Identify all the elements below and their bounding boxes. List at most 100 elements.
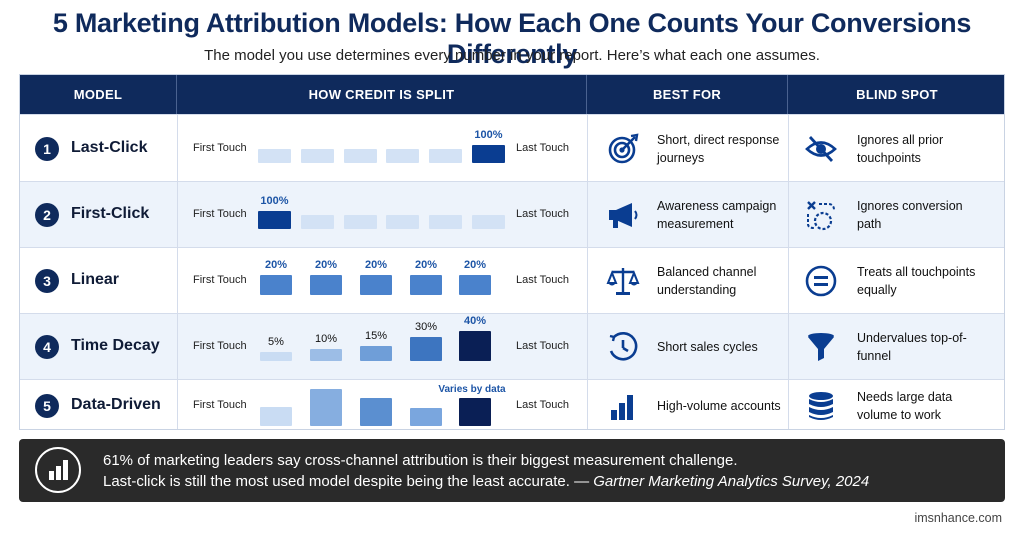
last-touch-label: Last Touch (516, 208, 570, 220)
table-header: MODEL HOW CREDIT IS SPLIT BEST FOR BLIND… (20, 75, 1004, 114)
credit-label: 20% (463, 259, 487, 271)
scale-icon (606, 264, 640, 298)
best-for-text: Short, direct response journeys (657, 132, 780, 165)
blind-spot-text: Needs large data volume to work (857, 390, 953, 422)
model-name: Time Decay (71, 337, 160, 354)
credit-label: 100% (474, 128, 503, 141)
header-model: MODEL (20, 75, 177, 114)
best-for-text: Awareness campaign measurement (657, 199, 777, 231)
eye-slash-icon (804, 132, 838, 166)
last-touch-label: Last Touch (516, 340, 570, 352)
model-number-badge: 1 (35, 136, 59, 161)
megaphone-icon (606, 198, 640, 232)
credit-bar (360, 346, 392, 361)
first-touch-label: First Touch (193, 141, 247, 154)
credit-bar (301, 148, 334, 163)
credit-label: 20% (314, 259, 338, 271)
credit-bar (459, 275, 491, 295)
funnel-icon (804, 330, 838, 364)
credit-bar (459, 331, 491, 361)
credit-label: 100% (260, 195, 289, 207)
first-touch-label: First Touch (193, 340, 247, 352)
credit-label: 30% (414, 321, 438, 333)
credit-bar (260, 406, 292, 426)
model-name: Last-Click (71, 138, 148, 156)
credit-bar (410, 337, 442, 361)
header-credit-split: HOW CREDIT IS SPLIT (177, 75, 587, 114)
credit-bar (429, 148, 462, 163)
model-number-badge: 5 (35, 394, 59, 418)
credit-bar (260, 275, 292, 295)
equals-icon (804, 264, 838, 298)
first-touch-label: First Touch (193, 208, 247, 220)
column-divider (587, 114, 588, 429)
credit-bar (429, 215, 462, 229)
credit-bar (310, 275, 342, 295)
credit-bar (344, 215, 377, 229)
model-name: Linear (71, 271, 120, 288)
first-touch-label: First Touch (193, 274, 247, 286)
table-row: 5 Data-Driven First Touch Last Touch Varies … (20, 379, 1004, 429)
credit-bar (410, 408, 442, 426)
table-row: 3 Linear First Touch Last Touch 20% 20% 20% 20%… (20, 247, 1004, 313)
blind-spot-text: Ignores conversion path (857, 199, 963, 231)
best-for-text: High-volume accounts (657, 399, 781, 413)
column-divider (177, 114, 178, 429)
stat-note: Last-click is still the most used model … (103, 473, 869, 490)
credit-bar (258, 148, 291, 163)
credit-bar (260, 352, 292, 361)
bar-chart-icon (606, 389, 640, 423)
blind-spot-text: Treats all touchpoints equally (857, 265, 976, 297)
table-row: 1 Last-Click First Touch Last Touch 100% Shor… (20, 114, 1004, 181)
credit-bar (310, 349, 342, 361)
credit-bar (360, 275, 392, 295)
credit-bar (472, 215, 505, 229)
page-subtitle: The model you use determines every numbe… (204, 47, 820, 64)
clock-icon (606, 330, 640, 364)
header-blind-spot: BLIND SPOT (856, 87, 938, 102)
credit-label: 10% (314, 333, 338, 345)
last-touch-label: Last Touch (516, 141, 570, 154)
stat-text: 61% of marketing leaders say cross-chann… (103, 452, 738, 469)
credit-label: 15% (364, 330, 388, 342)
best-for-text: Balanced channel understanding (657, 265, 757, 297)
credit-bar (386, 148, 419, 163)
last-touch-label: Last Touch (516, 274, 570, 286)
last-touch-label: Last Touch (516, 399, 570, 411)
credit-label: 40% (463, 315, 487, 327)
header-best-for: BEST FOR (587, 75, 788, 114)
credit-label: 20% (414, 259, 438, 271)
stat-banner: 61% of marketing leaders say cross-chann… (19, 439, 1005, 502)
database-icon (804, 389, 838, 423)
credit-label: 5% (268, 336, 284, 348)
brand-url: imsnhance.com (914, 511, 1002, 525)
credit-note: Varies by data (438, 384, 506, 395)
credit-bar (360, 397, 392, 426)
best-for-text: Short sales cycles (657, 340, 758, 354)
table-row: 2 First-Click First Touch Last Touch 100% Awa… (20, 181, 1004, 247)
stat-source: Gartner Marketing Analytics Survey, 2024 (593, 473, 870, 490)
table-row: 4 Time Decay First Touch Last Touch 5% 10% 15%… (20, 313, 1004, 379)
column-divider (788, 114, 789, 429)
credit-bar (258, 211, 291, 229)
page-title: 5 Marketing Attribution Models: How Each… (52, 8, 972, 69)
credit-bar (386, 215, 419, 229)
credit-label: 20% (264, 259, 288, 271)
broken-path-icon (804, 198, 838, 232)
credit-bar (410, 275, 442, 295)
model-number-badge: 4 (35, 335, 59, 359)
blind-spot-text: Ignores all prior touchpoints (857, 132, 944, 165)
credit-label: 20% (364, 259, 388, 271)
attribution-table: MODEL HOW CREDIT IS SPLIT BEST FOR BLIND… (19, 74, 1005, 430)
target-icon (606, 132, 640, 166)
credit-bar (344, 148, 377, 163)
bar-chart-icon (35, 447, 81, 493)
model-number-badge: 3 (35, 269, 59, 293)
credit-bar (472, 144, 505, 163)
credit-bar (459, 397, 491, 426)
model-number-badge: 2 (35, 203, 59, 227)
blind-spot-text: Undervalues top-of-funnel (857, 331, 967, 363)
credit-bar (301, 215, 334, 229)
stat-note-text: Last-click is still the most used model … (103, 473, 594, 490)
credit-bar (310, 388, 342, 426)
